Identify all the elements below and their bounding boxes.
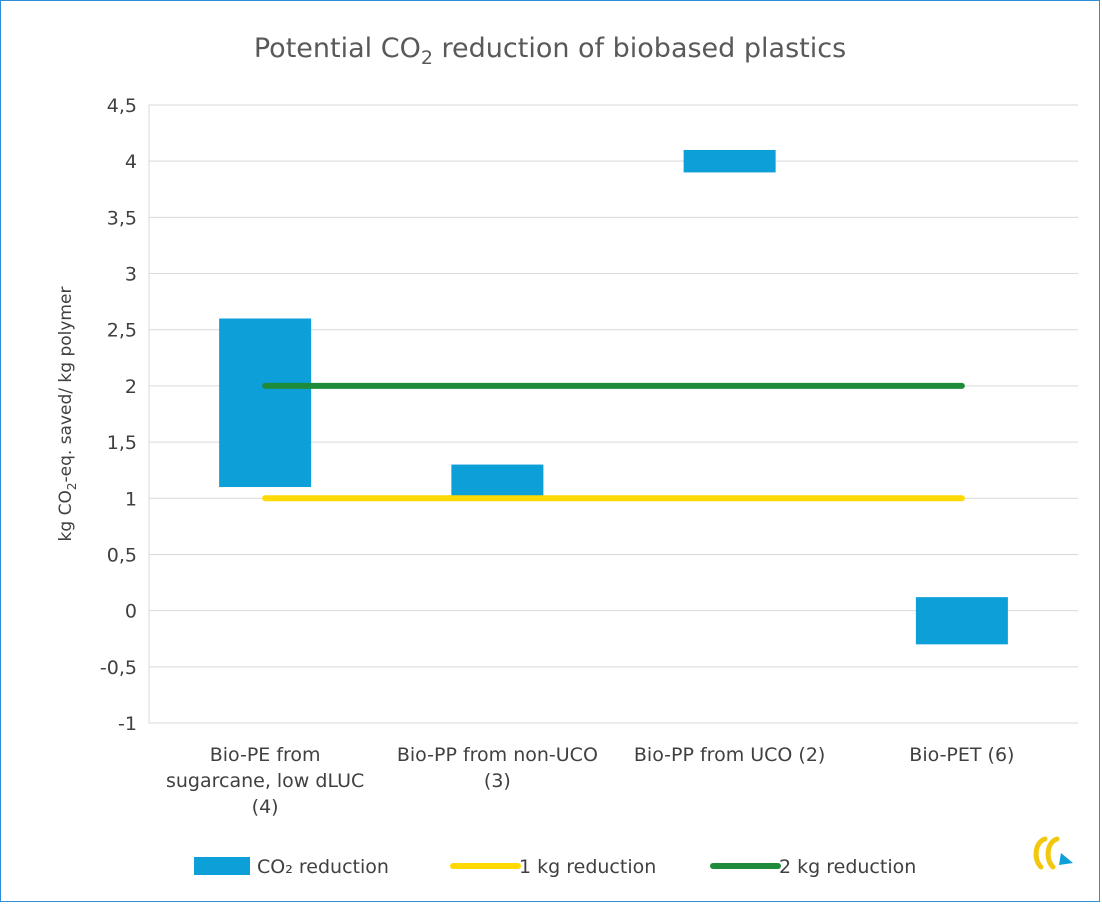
bar xyxy=(915,597,1008,645)
x-category-label: sugarcane, low dLUC xyxy=(166,770,364,792)
bars xyxy=(219,149,1008,645)
bar xyxy=(451,464,544,497)
x-category-label: Bio-PET (6) xyxy=(909,744,1014,766)
y-tick-label: 1,5 xyxy=(107,432,137,454)
y-tick-label: -0,5 xyxy=(100,657,137,679)
y-tick-label: 2,5 xyxy=(107,320,137,342)
y-tick-label: 4 xyxy=(125,151,137,173)
logo-triangle xyxy=(1059,853,1073,865)
x-category-label: Bio-PP from UCO (2) xyxy=(634,744,825,766)
y-tick-label: 0 xyxy=(125,601,137,623)
y-axis-label: kg CO2-eq. saved/ kg polymer xyxy=(56,287,79,542)
reference-lines xyxy=(262,382,965,502)
legend-label: 2 kg reduction xyxy=(779,856,916,878)
ce-delft-logo xyxy=(1033,836,1073,870)
logo-arc-2 xyxy=(1045,836,1060,870)
y-tick-label: 1 xyxy=(125,488,137,510)
y-tick-label: 4,5 xyxy=(107,95,137,117)
legend-swatch xyxy=(194,857,250,875)
bar xyxy=(683,149,776,173)
legend: CO₂ reduction 1 kg reduction 2 kg reductio… xyxy=(194,856,916,878)
legend-label: CO₂ reduction xyxy=(257,856,389,878)
bar xyxy=(219,318,312,488)
legend-label: 1 kg reduction xyxy=(519,856,656,878)
x-category-label: (4) xyxy=(252,796,279,818)
x-axis-categories: Bio-PE from sugarcane, low dLUC (4) Bio-PP … xyxy=(166,744,1014,818)
logo-arc-1 xyxy=(1033,836,1048,870)
y-tick-label: 0,5 xyxy=(107,544,137,566)
chart-title: Potential CO2 reduction of biobased plas… xyxy=(254,33,846,69)
x-category-label: Bio-PE from xyxy=(210,744,321,766)
x-category-label: Bio-PP from non-UCO xyxy=(397,744,598,766)
y-tick-label: 3,5 xyxy=(107,207,137,229)
y-tick-label: -1 xyxy=(118,713,137,735)
y-tick-label: 2 xyxy=(125,376,137,398)
x-category-label: (3) xyxy=(484,770,511,792)
y-tick-label: 3 xyxy=(125,264,137,286)
y-axis-ticks: -1 -0,5 0 0,5 1 1,5 2 2,5 3 3,5 4 4,5 xyxy=(100,95,137,735)
